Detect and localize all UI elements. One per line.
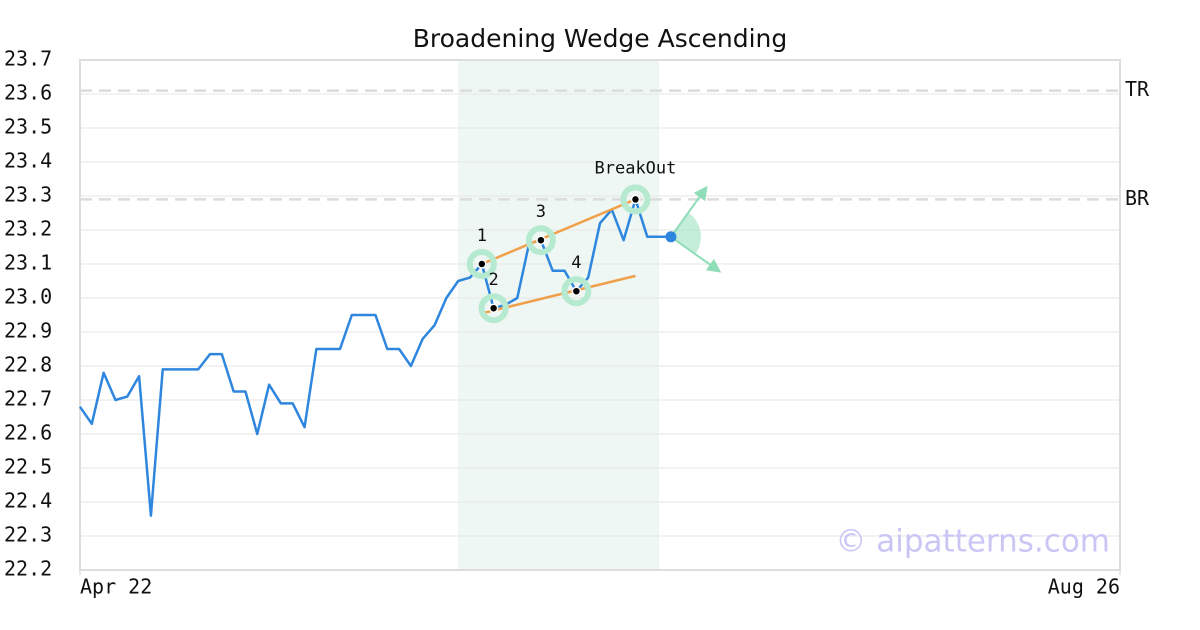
point-halo xyxy=(620,184,651,215)
y-tick-label: 23.0 xyxy=(4,285,52,309)
y-tick-label: 22.9 xyxy=(4,319,52,343)
point-label: 4 xyxy=(571,253,581,273)
y-tick-label: 22.7 xyxy=(4,387,52,411)
chart-title: Broadening Wedge Ascending xyxy=(413,24,788,53)
point-dot xyxy=(630,194,641,205)
point-label: 3 xyxy=(536,202,546,222)
y-tick-label: 23.4 xyxy=(4,149,52,173)
trend-line xyxy=(481,198,636,266)
point-dot xyxy=(488,303,499,313)
current-point xyxy=(665,231,677,243)
plot-frame xyxy=(79,59,1121,571)
y-tick-label: 23.3 xyxy=(4,183,52,207)
x-tick-label: Apr 22 xyxy=(80,575,152,599)
point-halo xyxy=(525,225,556,256)
y-tick-label: 23.2 xyxy=(4,217,52,241)
y-tick-label: 23.5 xyxy=(4,115,52,139)
y-tick-label: 22.8 xyxy=(4,353,52,377)
x-tick-label: Aug 26 xyxy=(1048,575,1120,599)
y-tick-label: 23.1 xyxy=(4,251,52,275)
point-label: 1 xyxy=(477,226,487,246)
point-dot xyxy=(536,235,546,245)
y-tick-label: 22.6 xyxy=(4,421,52,445)
watermark: © aipatterns.com xyxy=(835,524,1110,560)
point-dot xyxy=(571,286,582,296)
point-label: BreakOut xyxy=(595,158,677,178)
projection-arrow xyxy=(670,185,708,238)
price-line xyxy=(78,198,671,517)
point-dot xyxy=(477,259,487,269)
point-halo xyxy=(466,249,497,279)
point-label: 2 xyxy=(489,270,499,290)
point-halo xyxy=(561,276,592,307)
y-tick-label: 22.5 xyxy=(4,455,52,479)
projection-fan xyxy=(670,212,701,255)
projection-arrow xyxy=(670,235,722,273)
level-label: BR xyxy=(1125,186,1150,210)
y-tick-label: 23.7 xyxy=(4,47,52,71)
y-tick-label: 22.2 xyxy=(4,557,52,581)
y-tick-label: 22.4 xyxy=(4,489,52,513)
point-halo xyxy=(478,293,509,324)
level-label: TR xyxy=(1125,77,1150,101)
pattern-zone xyxy=(458,60,660,570)
y-tick-label: 23.6 xyxy=(4,81,52,105)
y-tick-label: 22.3 xyxy=(4,523,52,547)
